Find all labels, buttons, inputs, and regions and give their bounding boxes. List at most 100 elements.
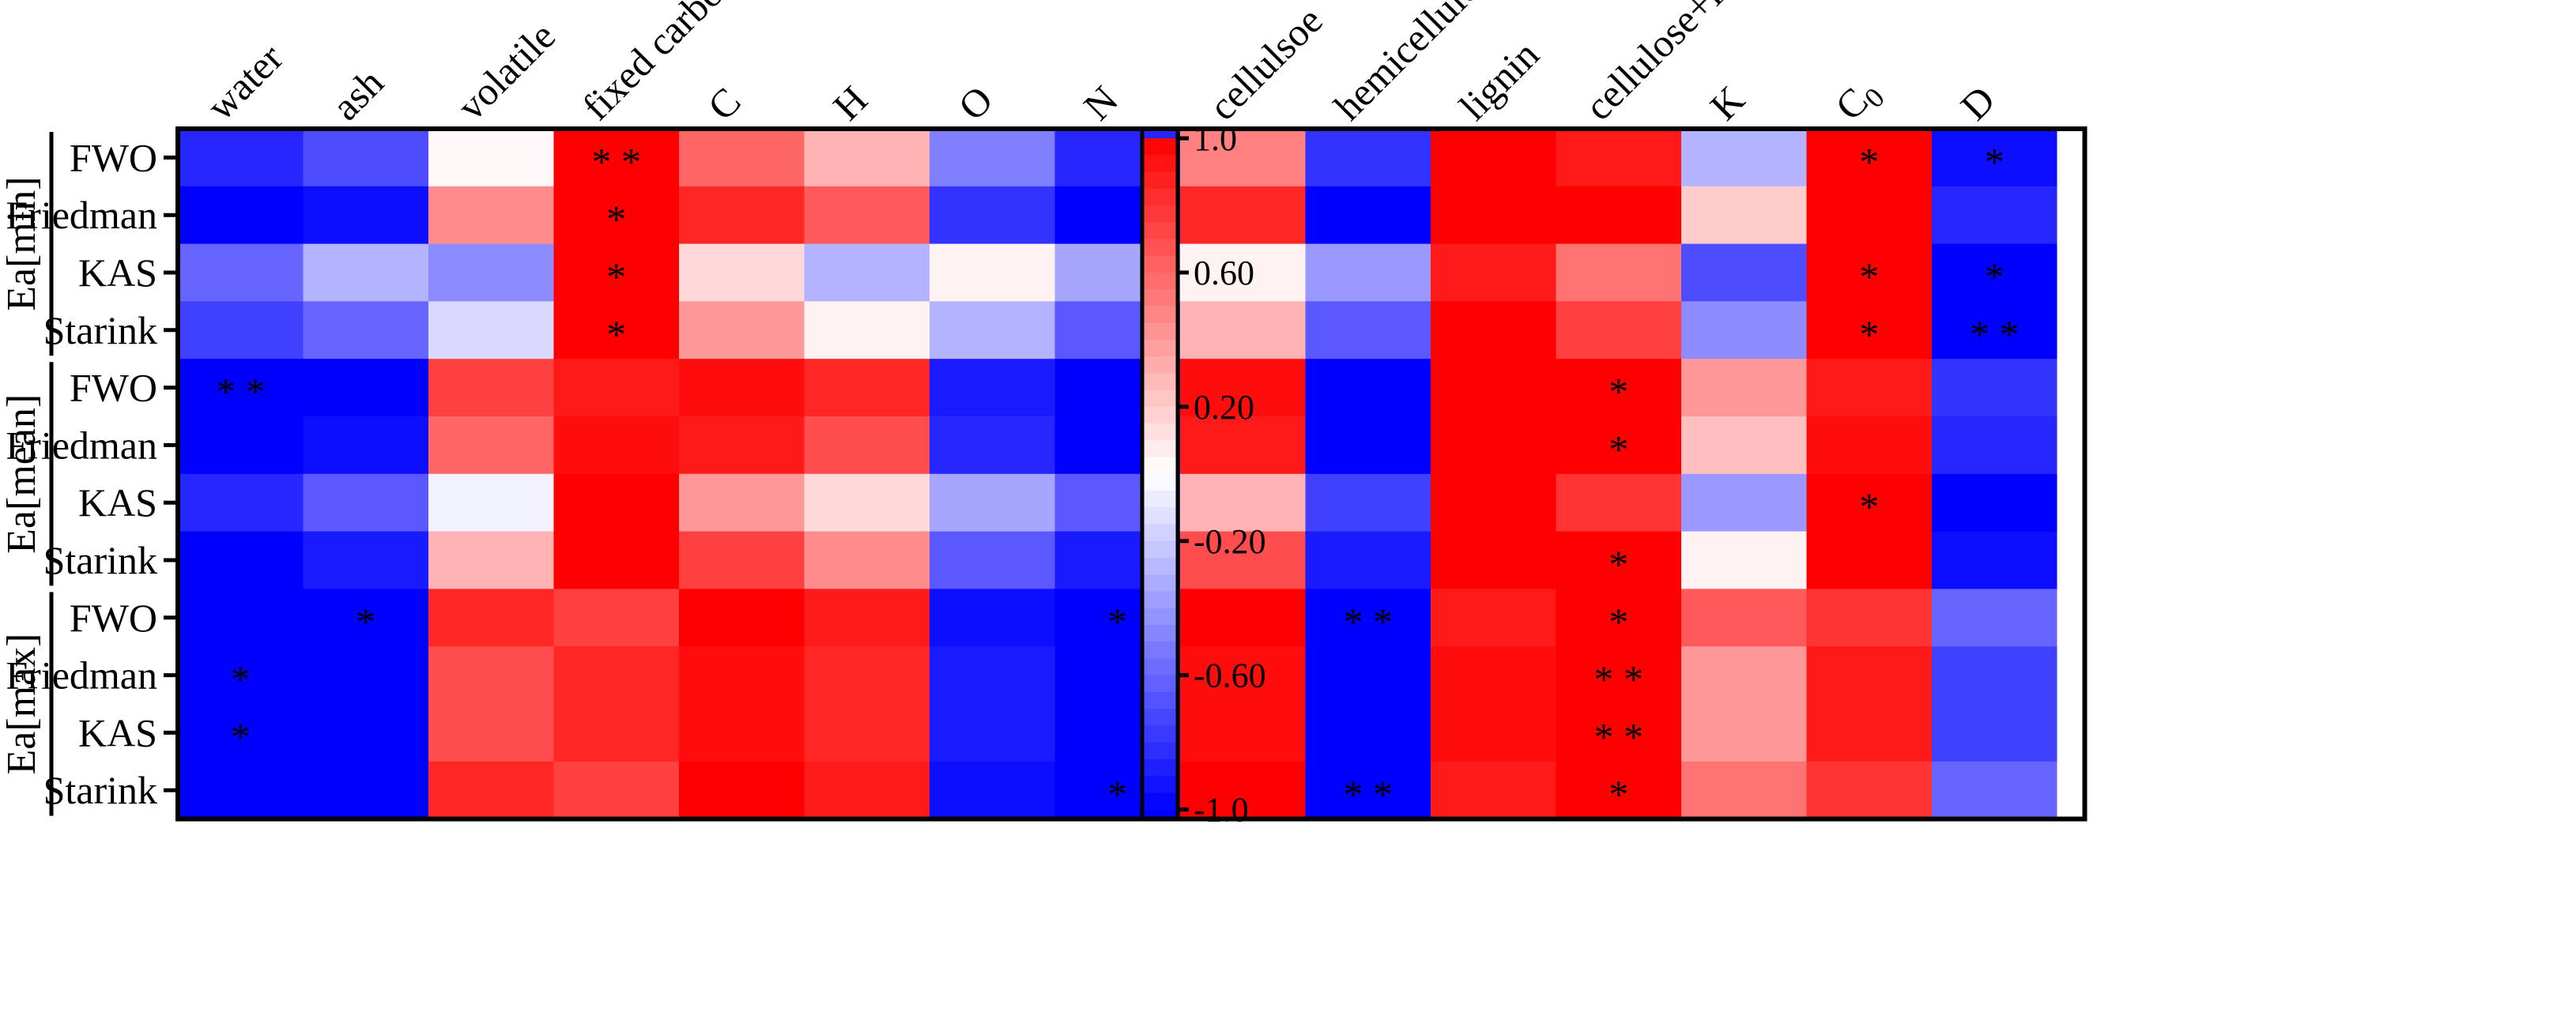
colorbar-step <box>1142 507 1178 525</box>
row-label: Friedman <box>6 193 157 237</box>
heatmap-cell <box>1806 646 1933 705</box>
heatmap-cell <box>178 301 304 359</box>
significance-marker: * <box>356 600 375 644</box>
heatmap-cell <box>1180 186 1307 245</box>
heatmap-cell <box>1431 359 1557 417</box>
heatmap-cell <box>804 416 930 475</box>
heatmap-cell <box>303 761 429 820</box>
heatmap-cell <box>1556 531 1682 589</box>
colorbar-tick-label: 0.60 <box>1194 254 1254 292</box>
heatmap-cell <box>930 473 1056 532</box>
heatmap-cell <box>1932 416 2058 475</box>
heatmap-cell <box>1932 243 2058 302</box>
heatmap-cell <box>1305 589 1431 647</box>
column-label: N <box>1075 77 1126 129</box>
heatmap-cell <box>428 301 555 359</box>
heatmap-cell <box>178 129 304 187</box>
colorbar-step <box>1142 306 1178 324</box>
heatmap-cell <box>930 243 1056 302</box>
row-label: Friedman <box>6 653 157 698</box>
heatmap-cell <box>553 473 680 532</box>
heatmap-cell <box>679 416 805 475</box>
column-label: H <box>824 77 876 129</box>
heatmap-cell <box>1932 359 2058 417</box>
heatmap-cell <box>1180 646 1307 705</box>
significance-marker: * <box>606 197 626 241</box>
heatmap-cell <box>1806 531 1933 589</box>
heatmap-cell <box>1806 473 1933 532</box>
group-label: Ea[min] <box>0 176 44 310</box>
heatmap-cell <box>1305 761 1431 820</box>
colorbar-step <box>1142 155 1178 173</box>
heatmap-cell <box>553 761 680 820</box>
heatmap-cell <box>178 646 304 705</box>
heatmap-cell <box>303 646 429 705</box>
column-label: ash <box>323 60 392 129</box>
colorbar-step <box>1142 322 1178 341</box>
significance-markers: * * * * * * * * * * * * * * * * * * * * * * * * * * * * * * * * * <box>216 139 2020 816</box>
heatmap-cell <box>178 761 304 820</box>
heatmap-cell <box>1932 301 2058 359</box>
heatmap-cell <box>1556 589 1682 647</box>
column-label: C <box>699 79 749 129</box>
heatmap-cell <box>1180 129 1307 187</box>
heatmap-cell <box>1806 761 1933 820</box>
colorbar-step <box>1142 524 1178 542</box>
column-label: volatile <box>448 13 564 129</box>
heatmap-cell <box>1556 301 1682 359</box>
colorbar-step <box>1142 373 1178 391</box>
colorbar-step <box>1142 171 1178 190</box>
colorbar-step <box>1142 222 1178 240</box>
column-label: lignin <box>1450 32 1547 129</box>
significance-marker: * <box>231 657 251 702</box>
heatmap-cell <box>178 186 304 245</box>
colorbar-tick-label: -1.0 <box>1194 791 1249 830</box>
row-label: FWO <box>70 366 157 410</box>
colorbar-step <box>1142 406 1178 424</box>
colorbar-step <box>1142 658 1178 676</box>
row-label: FWO <box>70 135 157 179</box>
heatmap-cell <box>1431 129 1557 187</box>
heatmap-cell <box>303 531 429 589</box>
heatmap-cell <box>1932 704 2058 762</box>
colorbar-step <box>1142 423 1178 441</box>
heatmap-cell <box>1305 359 1431 417</box>
colorbar-step <box>1142 675 1178 693</box>
heatmap-cell <box>178 531 304 589</box>
colorbar-step <box>1142 356 1178 374</box>
heatmap-cell <box>804 589 930 647</box>
heatmap-cell <box>553 129 680 187</box>
heatmap-cell <box>1932 589 2058 647</box>
significance-marker: * <box>1609 427 1628 471</box>
column-label: water <box>198 35 291 128</box>
heatmap-cell <box>1681 301 1808 359</box>
heatmap-cell <box>303 473 429 532</box>
row-label: Starink <box>43 308 157 352</box>
heatmap-cell <box>1305 129 1431 187</box>
significance-marker: * <box>1859 139 1879 183</box>
heatmap-cell <box>553 416 680 475</box>
column-label: O <box>949 77 1001 129</box>
significance-marker: * * <box>1344 600 1394 644</box>
heatmap-cell <box>930 704 1056 762</box>
heatmap-cell <box>428 416 555 475</box>
colorbar-step <box>1142 389 1178 408</box>
significance-marker: * <box>1609 542 1628 586</box>
blank-column <box>2057 129 2085 819</box>
heatmap-cell <box>1806 416 1933 475</box>
heatmap-cell <box>303 301 429 359</box>
heatmap-cell <box>1806 129 1933 187</box>
heatmap-cell <box>1431 473 1557 532</box>
heatmap-cell <box>303 416 429 475</box>
row-label: KAS <box>78 480 157 525</box>
heatmap-cell <box>1180 243 1307 302</box>
row-label: FWO <box>70 596 157 640</box>
heatmap-cell <box>1180 531 1307 589</box>
heatmap-cell <box>1806 704 1933 762</box>
heatmap-cell <box>679 359 805 417</box>
heatmap-cell <box>303 704 429 762</box>
heatmap-cell <box>804 186 930 245</box>
heatmap-cell <box>178 589 304 647</box>
heatmap-cell <box>804 473 930 532</box>
heatmap-cell <box>804 129 930 187</box>
